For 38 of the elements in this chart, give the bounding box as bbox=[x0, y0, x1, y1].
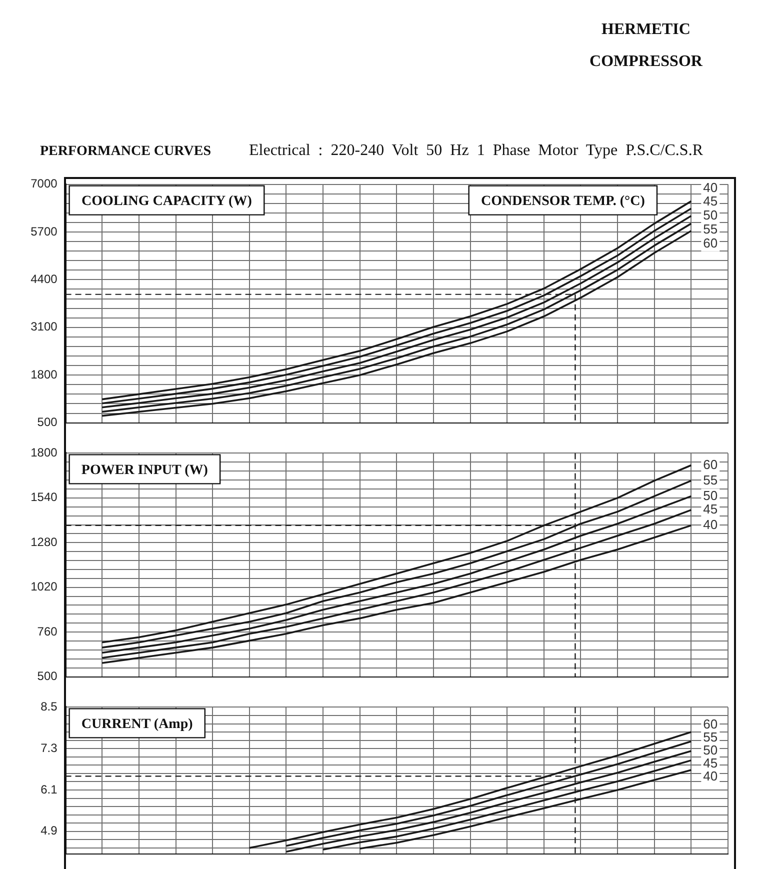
y-tick-label: 4400 bbox=[30, 272, 58, 286]
series-label: 60 bbox=[703, 716, 718, 732]
series-label: 55 bbox=[703, 222, 718, 237]
series-label: 40 bbox=[703, 180, 718, 195]
y-tick-label: 5700 bbox=[30, 224, 58, 238]
y-axis-title: COOLING CAPACITY (W) bbox=[82, 194, 252, 209]
series-label: 50 bbox=[703, 488, 718, 503]
y-tick-label: 760 bbox=[37, 624, 58, 638]
series-label: 45 bbox=[703, 502, 718, 517]
y-axis-title: CURRENT (Amp) bbox=[81, 716, 194, 732]
series-label: 45 bbox=[703, 194, 718, 209]
series-label: 50 bbox=[703, 207, 718, 222]
legend-title: CONDENSOR TEMP. (°C) bbox=[480, 194, 646, 209]
y-tick-label: 4.9 bbox=[40, 824, 58, 838]
y-tick-label: 1540 bbox=[30, 490, 58, 504]
y-tick-label: 3100 bbox=[30, 320, 58, 334]
series-label: 60 bbox=[703, 456, 718, 472]
y-tick-label: 1280 bbox=[30, 534, 58, 549]
y-axis-title: POWER INPUT (W) bbox=[81, 462, 208, 478]
series-label: 55 bbox=[703, 729, 718, 744]
series-label: 55 bbox=[703, 472, 718, 488]
series-label: 60 bbox=[703, 235, 718, 250]
y-tick-label: 8.5 bbox=[40, 700, 58, 714]
series-label: 40 bbox=[703, 517, 718, 532]
y-tick-label: 1800 bbox=[30, 367, 58, 382]
series-label: 50 bbox=[703, 742, 718, 758]
y-tick-label: 7000 bbox=[30, 176, 58, 191]
y-tick-label: 1020 bbox=[30, 580, 58, 594]
y-tick-label: 500 bbox=[37, 669, 58, 684]
chart-subtitle: Electrical : 220-240 Volt 50 Hz 1 Phase Motor Type P.S.C/C.S.R bbox=[249, 142, 703, 160]
chart-title: PERFORMANCE CURVES bbox=[40, 144, 212, 160]
y-tick-label: 1800 bbox=[30, 446, 58, 460]
series-label: 40 bbox=[703, 768, 718, 784]
series-label: 45 bbox=[703, 755, 718, 770]
y-tick-label: 6.1 bbox=[40, 782, 58, 796]
y-tick-label: 500 bbox=[37, 415, 58, 430]
y-tick-label: 7.3 bbox=[40, 740, 58, 755]
text: HERMETIC COMPRESSOR bbox=[588, 20, 704, 72]
